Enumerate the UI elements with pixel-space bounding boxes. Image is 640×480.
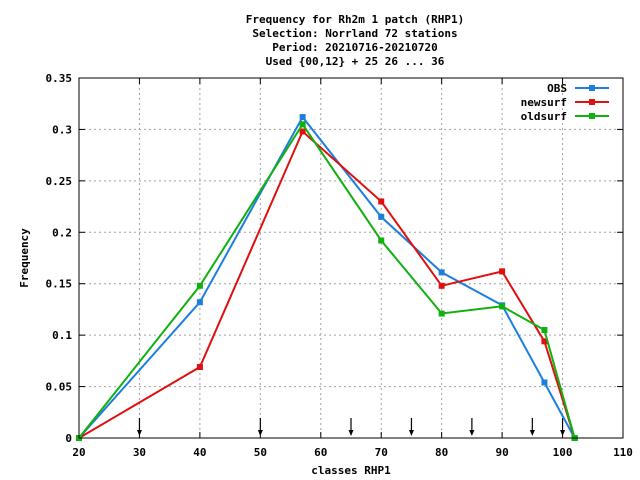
series-line-newsurf bbox=[78, 129, 576, 439]
data-point bbox=[299, 114, 306, 121]
class-marker-arrow-icon bbox=[136, 418, 142, 436]
data-point bbox=[299, 121, 306, 128]
legend-marker-oldsurf bbox=[589, 113, 595, 119]
y-tick-label: 0.25 bbox=[46, 175, 73, 188]
x-tick-label: 70 bbox=[375, 446, 388, 459]
data-point bbox=[196, 364, 203, 371]
class-marker-arrow-icon bbox=[348, 418, 354, 436]
data-point bbox=[196, 282, 203, 289]
x-tick-label: 30 bbox=[133, 446, 146, 459]
class-marker-arrow-icon bbox=[469, 418, 475, 436]
y-tick-label: 0.05 bbox=[46, 381, 73, 394]
x-tick-label: 40 bbox=[193, 446, 206, 459]
x-tick-label: 80 bbox=[435, 446, 448, 459]
x-tick-label: 20 bbox=[72, 446, 85, 459]
legend-label-newsurf: newsurf bbox=[521, 96, 567, 109]
data-point bbox=[438, 310, 445, 317]
legend-label-oldsurf: oldsurf bbox=[521, 110, 567, 123]
y-tick-label: 0.3 bbox=[52, 123, 72, 136]
title-line-2: Selection: Norrland 72 stations bbox=[252, 27, 457, 40]
legend-marker-newsurf bbox=[589, 99, 595, 105]
y-tick-label: 0.1 bbox=[52, 329, 72, 342]
y-tick-label: 0.35 bbox=[46, 72, 73, 85]
data-point bbox=[438, 269, 445, 276]
data-point bbox=[541, 327, 548, 333]
data-point bbox=[378, 213, 385, 220]
x-tick-label: 60 bbox=[314, 446, 327, 459]
data-point bbox=[196, 299, 203, 306]
title-line-4: Used {00,12} + 25 26 ... 36 bbox=[266, 55, 445, 68]
title-line-1: Frequency for Rh2m 1 patch (RHP1) bbox=[246, 13, 465, 26]
x-axis-label: classes RHP1 bbox=[311, 464, 391, 477]
class-markers bbox=[136, 418, 566, 436]
y-tick-label: 0 bbox=[65, 432, 72, 445]
series-line-oldsurf bbox=[78, 122, 576, 439]
legend-label-OBS: OBS bbox=[547, 82, 567, 95]
y-axis-ticks: 0 0.05 0.1 0.15 0.2 0.25 0.3 0.35 bbox=[46, 72, 623, 445]
data-point bbox=[541, 379, 548, 386]
class-marker-arrow-icon bbox=[408, 418, 414, 436]
plot-frame bbox=[78, 77, 624, 439]
grid bbox=[79, 78, 623, 438]
class-marker-arrow-icon bbox=[257, 418, 263, 436]
legend-marker-OBS bbox=[589, 85, 595, 91]
data-point bbox=[438, 282, 445, 289]
x-axis-ticks: 20 30 40 50 60 70 80 90 100 110 bbox=[72, 78, 633, 459]
y-axis-label: Frequency bbox=[18, 228, 31, 288]
data-point bbox=[499, 268, 506, 275]
y-tick-label: 0.15 bbox=[46, 278, 73, 291]
data-point bbox=[299, 128, 306, 135]
data-point bbox=[378, 237, 385, 244]
series-lines bbox=[76, 114, 578, 441]
data-point bbox=[541, 338, 548, 345]
x-tick-label: 50 bbox=[254, 446, 267, 459]
data-point bbox=[378, 198, 385, 205]
x-tick-label: 90 bbox=[495, 446, 508, 459]
y-tick-label: 0.2 bbox=[52, 226, 72, 239]
class-marker-arrow-icon bbox=[560, 418, 566, 436]
data-point bbox=[499, 303, 506, 310]
x-tick-label: 110 bbox=[613, 446, 633, 459]
title-line-3: Period: 20210716-20210720 bbox=[272, 41, 438, 54]
chart-title: Frequency for Rh2m 1 patch (RHP1)Selecti… bbox=[246, 13, 465, 68]
x-tick-label: 100 bbox=[553, 446, 573, 459]
class-marker-arrow-icon bbox=[529, 418, 535, 436]
series-line-OBS bbox=[78, 115, 576, 439]
